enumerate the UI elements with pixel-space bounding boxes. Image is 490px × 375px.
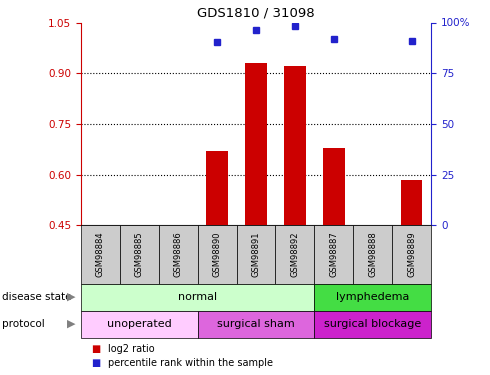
Bar — [315, 284, 431, 310]
Bar — [245, 63, 267, 225]
Bar — [315, 225, 353, 284]
Bar — [237, 225, 275, 284]
Text: GSM98886: GSM98886 — [173, 231, 183, 278]
Bar — [81, 310, 197, 338]
Text: ■: ■ — [91, 358, 100, 368]
Text: percentile rank within the sample: percentile rank within the sample — [108, 358, 273, 368]
Bar — [197, 225, 237, 284]
Bar — [120, 225, 159, 284]
Text: ■: ■ — [91, 344, 100, 354]
Bar — [284, 66, 306, 225]
Bar — [353, 225, 392, 284]
Text: disease state: disease state — [2, 292, 72, 302]
Text: GSM98884: GSM98884 — [96, 232, 105, 277]
Bar — [275, 225, 315, 284]
Text: lymphedema: lymphedema — [336, 292, 410, 302]
Text: surgical sham: surgical sham — [217, 319, 295, 329]
Bar — [159, 225, 197, 284]
Text: ▶: ▶ — [68, 292, 76, 302]
Bar — [81, 284, 315, 310]
Text: protocol: protocol — [2, 319, 45, 329]
Text: GSM98891: GSM98891 — [251, 232, 261, 277]
Bar — [401, 180, 422, 225]
Text: GSM98892: GSM98892 — [291, 232, 299, 277]
Text: GSM98888: GSM98888 — [368, 231, 377, 278]
Bar — [323, 148, 344, 225]
Text: normal: normal — [178, 292, 217, 302]
Text: GSM98887: GSM98887 — [329, 231, 339, 278]
Bar — [315, 310, 431, 338]
Text: surgical blockage: surgical blockage — [324, 319, 421, 329]
Bar — [197, 310, 315, 338]
Text: GSM98890: GSM98890 — [213, 232, 221, 277]
Text: unoperated: unoperated — [107, 319, 172, 329]
Text: ▶: ▶ — [68, 319, 76, 329]
Title: GDS1810 / 31098: GDS1810 / 31098 — [197, 7, 315, 20]
Text: GSM98885: GSM98885 — [135, 232, 144, 277]
Text: GSM98889: GSM98889 — [407, 232, 416, 277]
Bar — [81, 225, 120, 284]
Bar — [392, 225, 431, 284]
Text: log2 ratio: log2 ratio — [108, 344, 154, 354]
Bar — [206, 151, 228, 225]
